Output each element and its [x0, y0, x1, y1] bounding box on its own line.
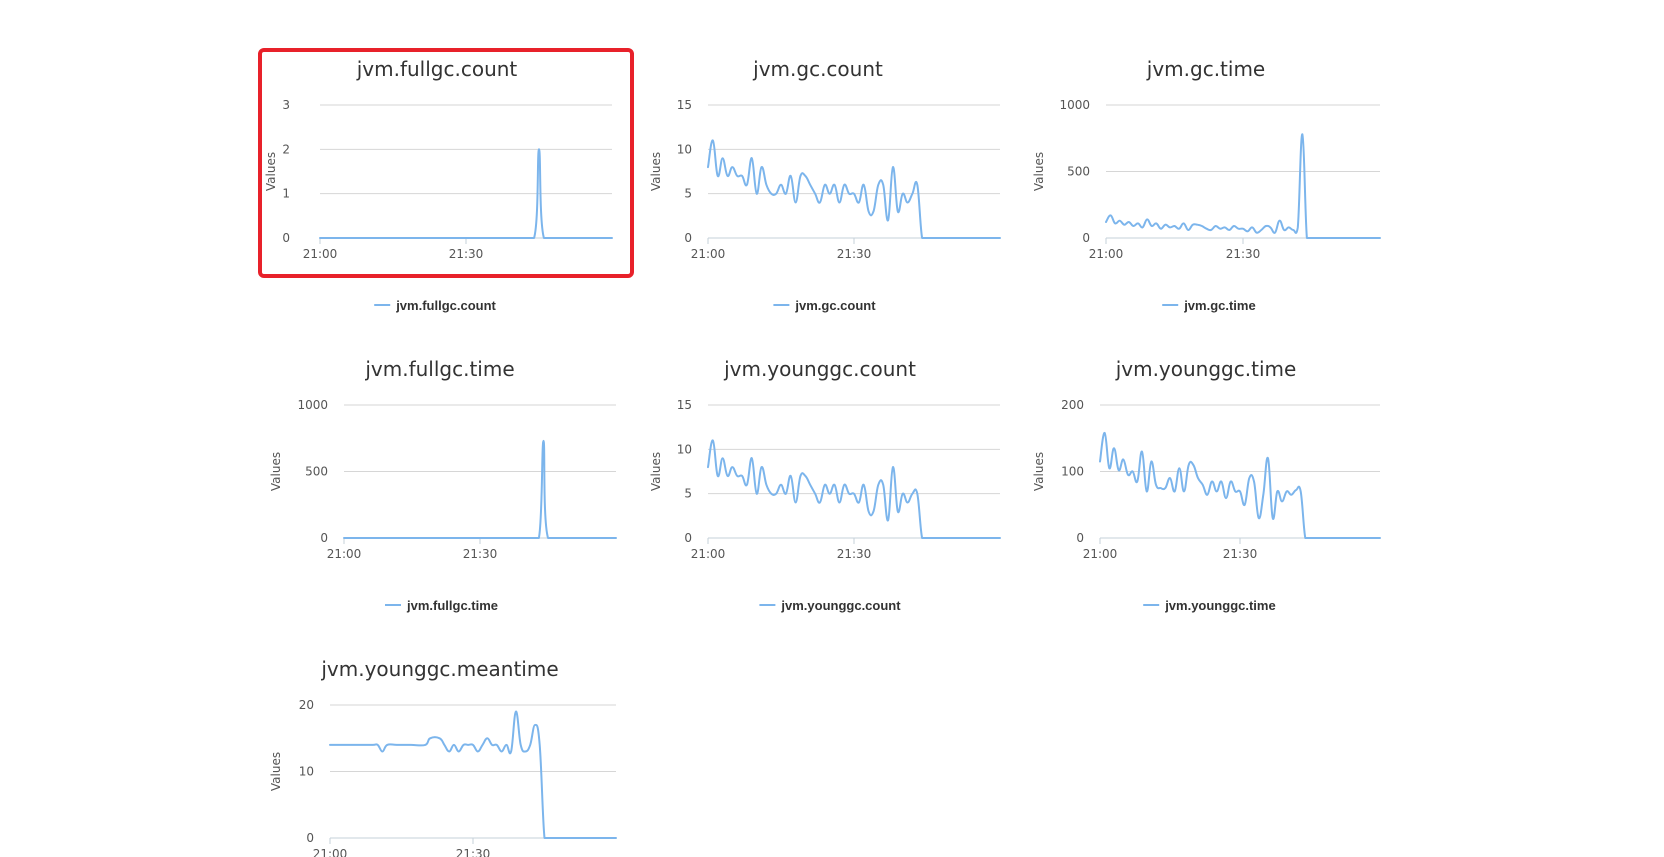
x-tick-label: 21:00 [327, 547, 362, 561]
series-line [329, 710, 617, 839]
y-tick-label: 0 [1082, 231, 1090, 245]
y-axis-label: Values [649, 152, 663, 191]
x-tick-label: 21:30 [456, 847, 491, 857]
y-tick-label: 15 [677, 398, 692, 412]
y-tick-label: 10 [677, 442, 692, 456]
x-tick-label: 21:00 [691, 547, 726, 561]
y-tick-label: 0 [320, 531, 328, 545]
legend-label: jvm.younggc.time [1164, 598, 1276, 613]
y-axis-label: Values [1032, 452, 1046, 491]
y-tick-label: 15 [677, 98, 692, 112]
legend-item: jvm.fullgc.time [385, 598, 498, 613]
legend-label: jvm.fullgc.count [395, 298, 496, 313]
y-tick-label: 1000 [1059, 98, 1090, 112]
y-tick-label: 10 [677, 142, 692, 156]
series-line [319, 148, 613, 240]
chart-title: jvm.gc.time [1146, 57, 1265, 81]
x-tick-label: 21:00 [1083, 547, 1118, 561]
chart-title: jvm.gc.count [752, 57, 883, 81]
y-tick-label: 0 [684, 231, 692, 245]
y-axis-label: Values [264, 152, 278, 191]
series-line [707, 439, 1001, 539]
legend-item: jvm.fullgc.count [374, 298, 497, 313]
chart-title: jvm.younggc.time [1115, 357, 1297, 381]
legend-item: jvm.younggc.time [1143, 598, 1276, 613]
x-tick-label: 21:00 [1089, 247, 1124, 261]
y-tick-label: 100 [1061, 465, 1084, 479]
y-tick-label: 0 [684, 531, 692, 545]
legend-item: jvm.gc.count [773, 298, 876, 313]
y-axis-label: Values [1032, 152, 1046, 191]
chart-title: jvm.younggc.meantime [320, 657, 558, 681]
y-tick-label: 0 [282, 231, 290, 245]
series-line [1105, 133, 1381, 240]
y-tick-label: 500 [305, 465, 328, 479]
legend-label: jvm.gc.count [794, 298, 876, 313]
x-tick-label: 21:30 [463, 547, 498, 561]
series-line [707, 139, 1001, 240]
chart-jvm-younggc-time: jvm.younggc.time 0 100 200 21:00 21:30 Values j… [1032, 357, 1381, 613]
y-tick-label: 5 [684, 187, 692, 201]
chart-title: jvm.fullgc.count [356, 57, 518, 81]
y-axis-label: Values [649, 452, 663, 491]
legend-item: jvm.younggc.count [759, 598, 901, 613]
x-tick-label: 21:30 [1226, 247, 1261, 261]
y-axis-label: Values [269, 452, 283, 491]
x-tick-label: 21:00 [303, 247, 338, 261]
legend-label: jvm.gc.time [1183, 298, 1256, 313]
legend-label: jvm.younggc.count [780, 598, 901, 613]
y-axis-label: Values [269, 752, 283, 791]
x-tick-label: 21:30 [449, 247, 484, 261]
x-tick-label: 21:00 [313, 847, 348, 857]
x-tick-label: 21:30 [837, 247, 872, 261]
y-tick-label: 500 [1067, 165, 1090, 179]
y-tick-label: 2 [282, 142, 290, 156]
x-tick-label: 21:30 [837, 547, 872, 561]
highlight-box [258, 48, 634, 278]
chart-jvm-fullgc-time: jvm.fullgc.time 0 500 1000 21:00 21:30 Values j… [269, 357, 617, 613]
x-tick-label: 21:30 [1223, 547, 1258, 561]
y-tick-label: 1 [282, 187, 290, 201]
chart-title: jvm.fullgc.time [364, 357, 514, 381]
chart-jvm-fullgc-count: jvm.fullgc.count 0 1 2 3 21:00 21:30 Values jvm.… [264, 57, 613, 313]
legend-item: jvm.gc.time [1162, 298, 1256, 313]
series-line [343, 439, 617, 539]
x-tick-label: 21:00 [691, 247, 726, 261]
chart-title: jvm.younggc.count [723, 357, 916, 381]
y-tick-label: 200 [1061, 398, 1084, 412]
series-line [1099, 431, 1381, 539]
chart-jvm-younggc-count: jvm.younggc.count 0 5 10 15 21:00 21:30 Values j… [649, 357, 1001, 613]
chart-jvm-gc-time: jvm.gc.time 0 500 1000 21:00 21:30 Values jvm.g… [1032, 57, 1381, 313]
chart-jvm-gc-count: jvm.gc.count 0 5 10 15 21:00 21:30 Values jvm.gc… [649, 57, 1001, 313]
legend-label: jvm.fullgc.time [406, 598, 498, 613]
y-tick-label: 0 [1076, 531, 1084, 545]
y-tick-label: 20 [299, 698, 314, 712]
y-tick-label: 5 [684, 487, 692, 501]
y-tick-label: 10 [299, 765, 314, 779]
y-tick-label: 1000 [297, 398, 328, 412]
y-tick-label: 0 [306, 831, 314, 845]
y-tick-label: 3 [282, 98, 290, 112]
chart-jvm-younggc-meantime: jvm.younggc.meantime 0 10 20 21:00 21:30 Value… [269, 657, 617, 857]
